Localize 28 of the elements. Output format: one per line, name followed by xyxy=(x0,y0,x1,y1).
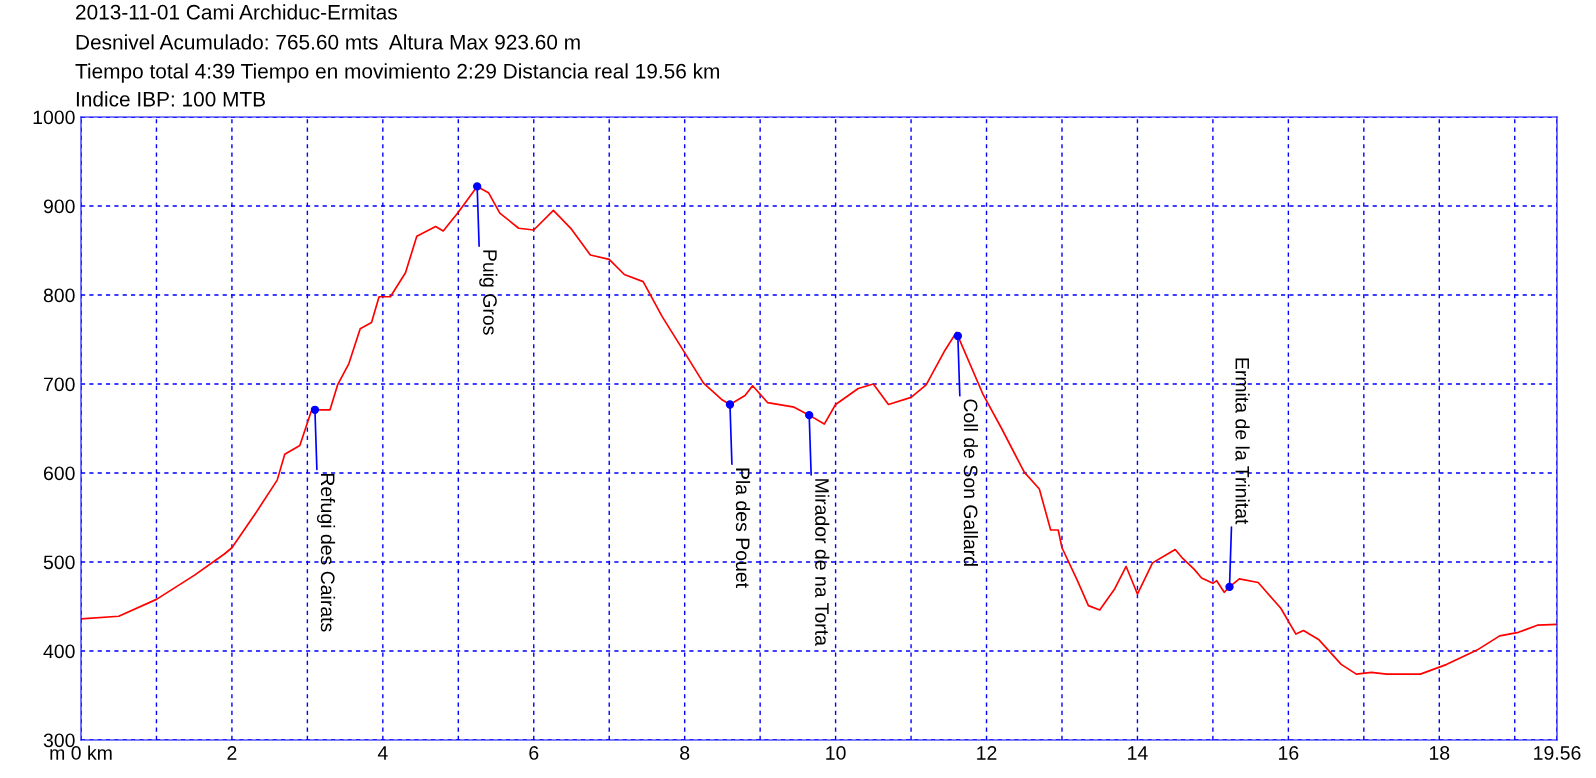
x-tick-label: 14 xyxy=(1128,746,1148,760)
y-tick-label: 500 xyxy=(43,555,75,570)
y-tick-label: 400 xyxy=(43,644,75,659)
annotation: Mirador de na Torta xyxy=(815,479,830,646)
annotation: Ermita de la Trinitat xyxy=(1235,358,1250,525)
x-tick-label: 2 xyxy=(227,746,237,760)
annotation: Refugi des Cairats xyxy=(316,473,336,632)
y-tick-label: 600 xyxy=(43,466,75,481)
x-tick-label: 16 xyxy=(1279,746,1299,760)
x-tick-label: 4 xyxy=(377,746,388,760)
x-tick-label: 18 xyxy=(1429,746,1450,760)
y-tick-label: 1000 xyxy=(33,110,75,125)
text: Tiempo total 4:39 Tiempo en movimiento 2:29 Distancia real 19.56 km xyxy=(75,63,720,83)
annotation: Pla des Pouet xyxy=(735,468,751,588)
x-tick-label: 10 xyxy=(826,746,846,760)
chart-title: 2013-11-01 Cami Archiduc-Ermitas xyxy=(76,4,397,20)
x-tick-label: 12 xyxy=(977,746,997,760)
annotation: Coll de Son Gallard xyxy=(963,399,979,566)
x-tick-label: 19.56 xyxy=(1534,746,1581,760)
y-tick-label: 900 xyxy=(43,199,75,214)
chart-subtitle: Desnivel Acumulado: 765.60 mts Altura Max 923.60 m xyxy=(76,34,580,50)
x-tick-label: 6 xyxy=(529,746,539,760)
y-tick-label: 800 xyxy=(43,288,75,303)
annotation: Puig Gros xyxy=(479,250,498,335)
y-tick-label: 300 xyxy=(43,733,75,748)
text: Indice IBP: 100 MTB xyxy=(76,91,265,107)
y-tick-label: 700 xyxy=(44,377,75,392)
x-tick-label: 8 xyxy=(680,746,690,760)
